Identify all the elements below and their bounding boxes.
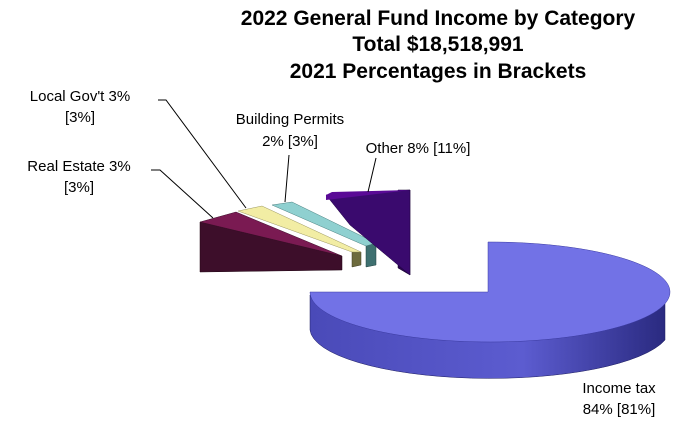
leader-line-real-estate xyxy=(151,169,214,219)
pie-slice-local-govt xyxy=(237,205,362,268)
pie-slice-income-tax xyxy=(309,241,671,379)
pie-slice-other xyxy=(325,189,411,276)
leader-line-other xyxy=(367,157,377,193)
label-local-govt-line-2: [3%] xyxy=(65,109,95,126)
label-real-estate-line-1: Real Estate 3% xyxy=(27,158,130,175)
label-local-govt-line-1: Local Gov't 3% xyxy=(30,88,130,105)
label-building-permits-line-1: Building Permits xyxy=(236,111,344,128)
leader-line-building-permits xyxy=(284,154,290,203)
leader-line-local-govt xyxy=(158,99,247,209)
label-building-permits-line-2: 2% [3%] xyxy=(262,133,318,150)
label-income-tax-line-2: 84% [81%] xyxy=(583,401,656,418)
chart-title-line-2: Total $18,518,991 xyxy=(352,33,524,56)
label-real-estate-line-2: [3%] xyxy=(64,179,94,196)
chart-title-line-3: 2021 Percentages in Brackets xyxy=(290,60,587,83)
label-income-tax-line-1: Income tax xyxy=(582,380,656,397)
label-other: Other 8% [11%] xyxy=(366,140,471,157)
pie-slice-income-tax-top xyxy=(309,241,671,343)
chart-title-line-1: 2022 General Fund Income by Category xyxy=(241,7,636,30)
pie-slice-real-estate xyxy=(199,211,343,273)
